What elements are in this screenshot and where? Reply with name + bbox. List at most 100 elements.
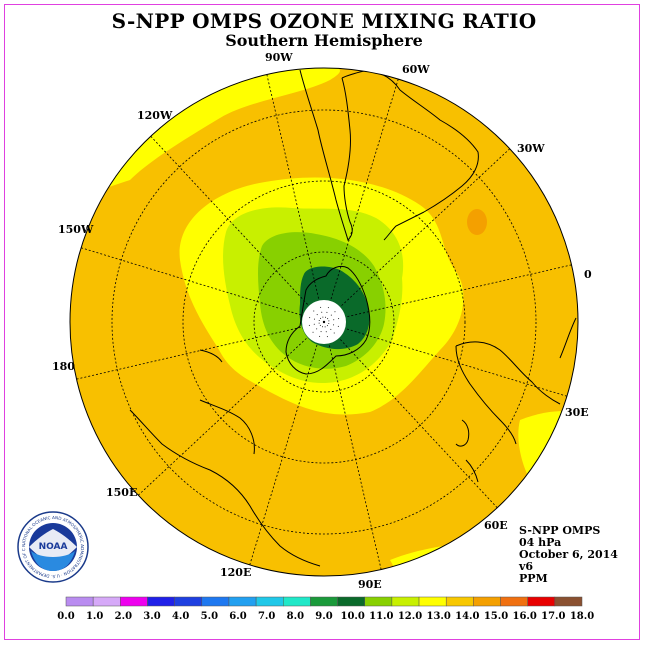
info-units: PPM bbox=[519, 572, 548, 585]
cap-dot bbox=[316, 314, 318, 316]
cap-dot bbox=[333, 324, 335, 326]
colorbar-swatch bbox=[310, 596, 338, 607]
lon-label-150w: 150W bbox=[58, 223, 94, 236]
lon-label-0: 0 bbox=[584, 268, 592, 281]
lon-label-90e: 90E bbox=[358, 578, 382, 591]
info-instrument: S-NPP OMPS bbox=[519, 524, 601, 537]
cap-dot bbox=[328, 322, 330, 324]
colorbar-label: 11.0 bbox=[369, 611, 393, 622]
cap-dot bbox=[324, 316, 326, 318]
cap-dot bbox=[334, 311, 336, 313]
colorbar-label: 7.0 bbox=[258, 611, 275, 622]
colorbar-swatch bbox=[283, 596, 311, 607]
cap-dot bbox=[333, 319, 335, 321]
colorbar-label: 4.0 bbox=[172, 611, 189, 622]
cap-dot bbox=[316, 328, 318, 330]
colorbar-label: 18.0 bbox=[570, 611, 594, 622]
cap-dot bbox=[321, 311, 323, 313]
cap-dot bbox=[330, 314, 332, 316]
colorbar-swatch bbox=[255, 596, 284, 607]
colorbar-swatch bbox=[500, 596, 528, 607]
cap-dot bbox=[326, 325, 328, 327]
colorbar-swatch bbox=[174, 596, 203, 607]
cap-dot bbox=[320, 306, 322, 308]
longitude-labels: 90W 60W 30W 0 30E 60E 90E 120E 150E 180 … bbox=[52, 51, 592, 591]
colorbar-swatch bbox=[445, 596, 474, 607]
colorbar-label: 13.0 bbox=[426, 611, 450, 622]
lon-label-120w: 120W bbox=[137, 109, 173, 122]
cap-dot bbox=[326, 336, 328, 338]
colorbar-label: 0.0 bbox=[57, 611, 74, 622]
colorbar-swatch bbox=[201, 596, 230, 607]
cap-dot bbox=[325, 331, 327, 333]
cap-dot bbox=[326, 311, 328, 313]
cap-dot bbox=[313, 323, 315, 325]
colorbar-swatch bbox=[228, 596, 257, 607]
colorbar-swatch bbox=[473, 596, 501, 607]
colorbar-label: 5.0 bbox=[201, 611, 218, 622]
info-level: 04 hPa bbox=[519, 536, 562, 549]
colorbar-label: 8.0 bbox=[287, 611, 304, 622]
lon-label-180: 180 bbox=[52, 360, 75, 373]
graticule bbox=[111, 109, 537, 535]
ozone-contour-13-east bbox=[518, 411, 578, 489]
colorbar-swatch bbox=[418, 596, 447, 607]
lon-label-60w: 60W bbox=[402, 63, 430, 76]
colorbar-label: 10.0 bbox=[340, 611, 364, 622]
cap-dot bbox=[337, 325, 339, 327]
info-version: v6 bbox=[519, 560, 534, 573]
colorbar-swatch bbox=[65, 596, 94, 607]
cap-dot bbox=[333, 332, 335, 334]
colorbar-swatch bbox=[391, 596, 420, 607]
colorbar-swatch bbox=[92, 596, 121, 607]
cap-dot bbox=[328, 320, 330, 322]
cap-dot bbox=[330, 328, 332, 330]
cap-dot bbox=[313, 318, 315, 320]
colorbar-label: 9.0 bbox=[315, 611, 332, 622]
cap-dot bbox=[319, 335, 321, 337]
colorbar-label: 15.0 bbox=[484, 611, 508, 622]
info-block: S-NPP OMPS 04 hPa October 6, 2014 v6 PPM bbox=[519, 525, 618, 585]
lon-label-30e: 30E bbox=[565, 406, 589, 419]
polar-cap-dots bbox=[308, 306, 340, 338]
colorbar-swatch bbox=[527, 596, 556, 607]
cap-dot bbox=[309, 317, 311, 319]
colorbar-label: 16.0 bbox=[512, 611, 536, 622]
colorbar-swatch bbox=[554, 596, 583, 607]
colorbar-swatch bbox=[120, 596, 148, 607]
cap-dot bbox=[327, 318, 329, 320]
colorbar-label: 17.0 bbox=[541, 611, 565, 622]
colorbar-label: 14.0 bbox=[455, 611, 479, 622]
lon-label-120e: 120E bbox=[220, 566, 251, 579]
cap-dot bbox=[312, 331, 314, 333]
map-border bbox=[69, 67, 579, 577]
colorbar-label: 3.0 bbox=[143, 611, 160, 622]
info-date: October 6, 2014 bbox=[519, 548, 618, 561]
colorbar-label: 1.0 bbox=[86, 611, 103, 622]
lon-label-150e: 150E bbox=[106, 486, 137, 499]
colorbar-label: 2.0 bbox=[115, 611, 132, 622]
cap-dot bbox=[338, 318, 340, 320]
pole-dot bbox=[322, 320, 326, 324]
lon-label-90w: 90W bbox=[265, 51, 293, 64]
cap-dot bbox=[308, 324, 310, 326]
ozone-patch bbox=[467, 209, 487, 235]
colorbar-swatch bbox=[147, 596, 175, 607]
cap-dot bbox=[320, 317, 322, 319]
cap-dot bbox=[319, 324, 321, 326]
map-subtitle: Southern Hemisphere bbox=[225, 31, 423, 50]
colorbar-swatch bbox=[364, 596, 393, 607]
lon-label-30w: 30W bbox=[517, 142, 545, 155]
cap-dot bbox=[322, 326, 324, 328]
colorbar-label: 6.0 bbox=[229, 611, 246, 622]
colorbar-swatch bbox=[337, 596, 365, 607]
cap-dot bbox=[324, 326, 326, 328]
page-frame bbox=[4, 4, 640, 640]
cap-dot bbox=[318, 322, 320, 324]
colorbar-label: 12.0 bbox=[398, 611, 422, 622]
noaa-logo: NOAA NATIONAL OCEANIC AND ATMOSPHERIC AD… bbox=[17, 511, 89, 583]
cap-dot bbox=[322, 316, 324, 318]
cap-dot bbox=[320, 331, 322, 333]
lon-label-60e: 60E bbox=[484, 519, 508, 532]
noaa-logo-text: NOAA bbox=[39, 542, 68, 552]
